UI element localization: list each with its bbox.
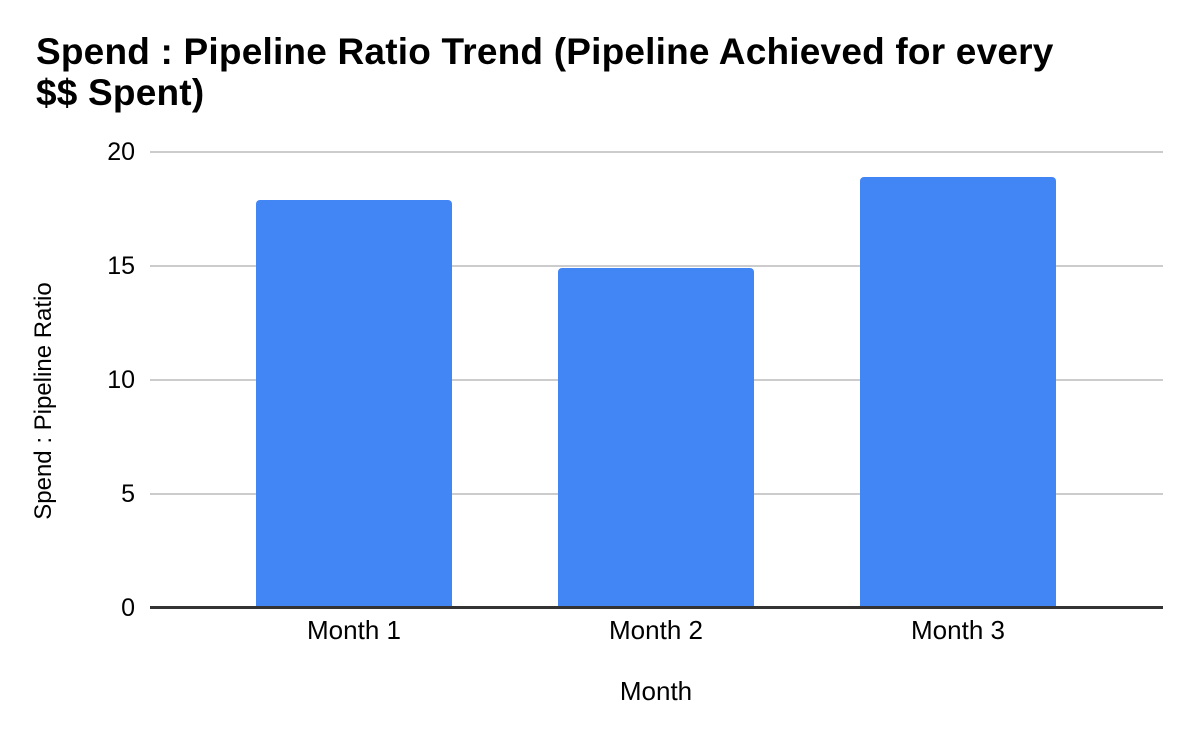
y-tick-label-0: 0: [121, 594, 135, 622]
y-axis-title: Spend : Pipeline Ratio: [30, 282, 57, 520]
bar-month-2[interactable]: [558, 268, 754, 608]
chart-title: Spend : Pipeline Ratio Trend (Pipeline A…: [36, 31, 1156, 113]
y-tick-label-20: 20: [107, 138, 135, 166]
chart-title-line-2: $$ Spent): [36, 72, 205, 113]
x-axis-title: Month: [619, 676, 693, 706]
bar-month-3[interactable]: [860, 177, 1056, 608]
gridline-20: [150, 151, 1163, 153]
y-tick-label-5: 5: [121, 480, 135, 508]
x-axis-line: [150, 606, 1163, 609]
gridline-15: [150, 265, 1163, 267]
x-tick-label-month-2: Month 2: [609, 615, 703, 645]
y-tick-label-10: 10: [107, 366, 135, 394]
chart-title-line-1: Spend : Pipeline Ratio Trend (Pipeline A…: [36, 31, 1054, 72]
x-tick-label-month-1: Month 1: [307, 615, 401, 645]
x-tick-label-month-3: Month 3: [911, 615, 1005, 645]
plot-area: [150, 151, 1163, 609]
y-tick-label-15: 15: [107, 252, 135, 280]
bar-month-1[interactable]: [256, 200, 452, 608]
